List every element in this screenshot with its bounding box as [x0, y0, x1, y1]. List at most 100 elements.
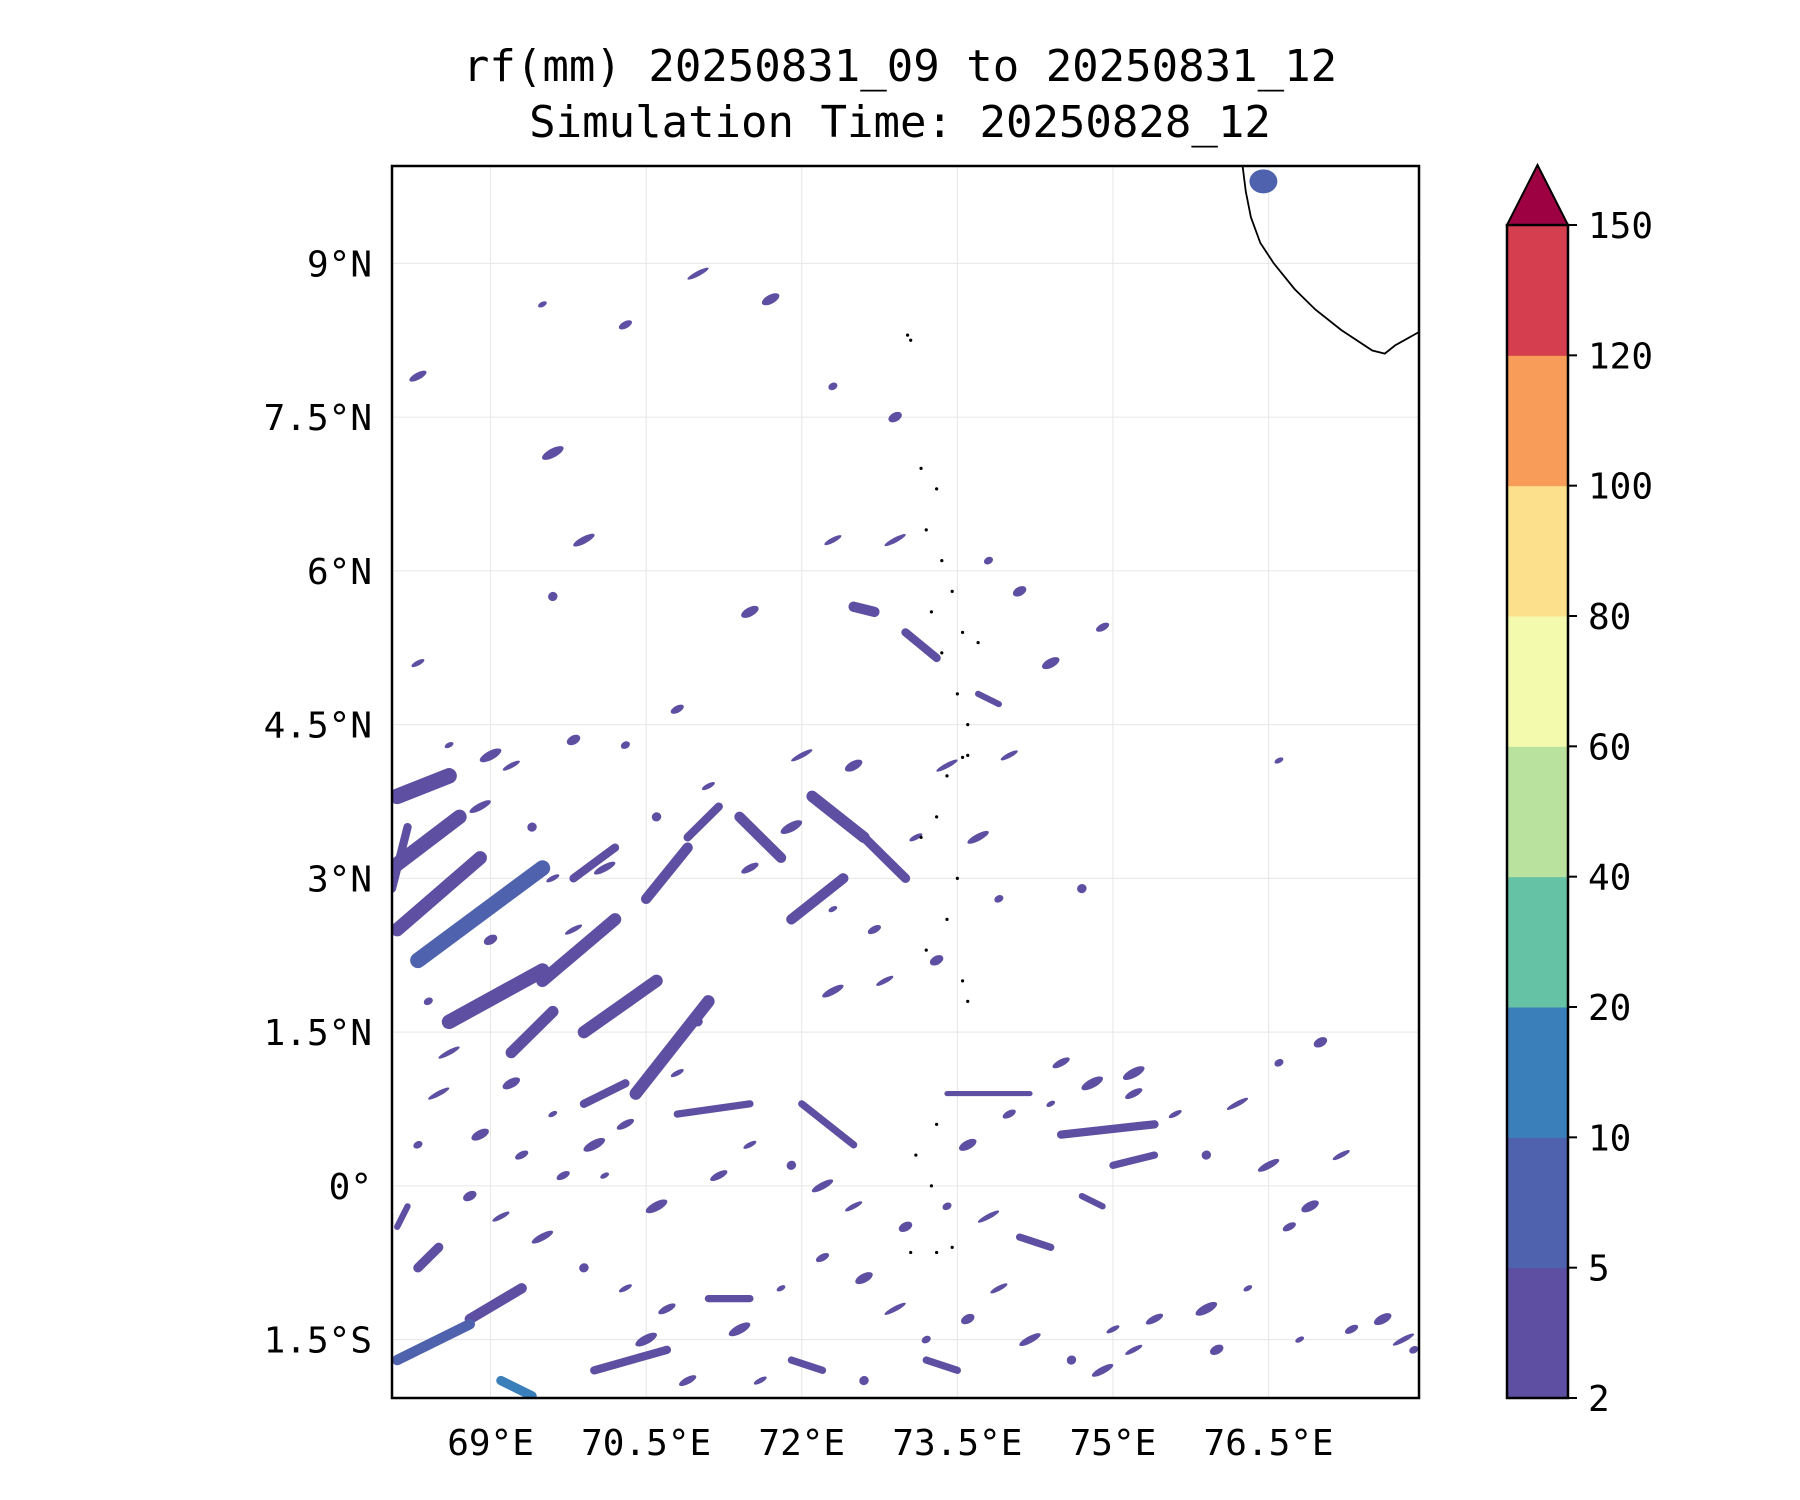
- colorbar-segment: [1507, 1007, 1568, 1138]
- colorbar-tick-label: 10: [1588, 1118, 1631, 1159]
- colorbar-segment: [1507, 225, 1568, 356]
- atoll-island: [940, 559, 944, 563]
- lon-tick-label: 76.5°E: [1204, 1423, 1334, 1464]
- colorbar-tick-label: 60: [1588, 727, 1631, 768]
- rain-cell: [961, 1313, 975, 1325]
- rain-band: [441, 963, 550, 1030]
- rain-cell: [780, 820, 803, 834]
- rain-cell: [411, 659, 425, 668]
- rain-cell: [1046, 1100, 1056, 1107]
- rain-cell: [844, 759, 863, 772]
- rain-cell: [1195, 1301, 1218, 1316]
- coastlines: [905, 166, 1419, 1255]
- rain-cell: [1295, 1336, 1305, 1343]
- rain-cell: [929, 955, 944, 966]
- lat-tick-label: 4.5°N: [264, 706, 372, 747]
- rain-cell: [909, 833, 923, 842]
- atoll-island: [905, 333, 910, 337]
- map-frame: [390, 164, 1421, 1400]
- rain-cell: [761, 293, 780, 306]
- rain-cell: [483, 934, 498, 946]
- atoll-island: [935, 487, 939, 491]
- atoll-island: [945, 774, 949, 778]
- rain-cell: [967, 830, 989, 844]
- rain-band: [848, 601, 880, 618]
- rain-cell: [728, 1322, 751, 1337]
- rain-cell: [566, 734, 581, 746]
- atoll-island: [924, 528, 928, 532]
- rain-cell: [1091, 1363, 1114, 1377]
- rain-cell: [1257, 1158, 1280, 1172]
- lon-tick-label: 75°E: [1070, 1423, 1157, 1464]
- rain-cell: [994, 895, 1004, 903]
- rain-band: [410, 860, 551, 969]
- rain-cell: [469, 800, 491, 814]
- rain-cell: [444, 741, 454, 749]
- rain-cell: [616, 1118, 635, 1130]
- rain-cell: [1019, 1333, 1041, 1347]
- rain-cell: [1274, 757, 1284, 764]
- colorbar: 2 5 10 20 40 60 80 100 120 150: [1505, 162, 1653, 1420]
- chart-title: rf(mm) 20250831_09 to 20250831_12: [462, 41, 1338, 92]
- atoll-island: [909, 338, 913, 342]
- india-coastline: [1241, 166, 1419, 355]
- rain-cell: [822, 984, 844, 998]
- colorbar-segment: [1507, 355, 1568, 487]
- rain-cell: [546, 874, 560, 883]
- rain-band: [464, 1283, 527, 1325]
- rain-cell: [463, 1190, 477, 1202]
- rain-cell: [413, 1141, 423, 1149]
- colorbar-tick-label: 80: [1588, 597, 1631, 638]
- rain-band: [569, 843, 620, 883]
- rain-cell: [1145, 1313, 1164, 1325]
- atoll-island: [960, 630, 965, 634]
- rain-cell: [670, 1069, 684, 1078]
- rain-cell: [618, 320, 632, 330]
- rain-cell: [1125, 1088, 1143, 1100]
- rain-band: [859, 832, 911, 884]
- rain-cell: [1125, 1344, 1143, 1355]
- rain-band: [392, 851, 487, 937]
- rain-cell: [828, 382, 838, 391]
- rain-cell: [515, 1150, 529, 1160]
- rain-cell: [791, 749, 813, 762]
- atoll-island: [960, 979, 965, 983]
- rain-band: [394, 1203, 411, 1230]
- atoll-island: [955, 876, 959, 880]
- rain-cell: [1345, 1324, 1359, 1334]
- rain-cell: [888, 411, 902, 423]
- rain-band: [392, 1319, 475, 1366]
- atoll-island: [950, 589, 954, 593]
- lat-tick-label: 6°N: [307, 552, 372, 593]
- atoll-island: [924, 948, 928, 952]
- rain-band: [673, 1100, 754, 1118]
- rain-band: [496, 1375, 537, 1398]
- rain-cell: [701, 782, 715, 791]
- rain-band: [787, 1356, 827, 1374]
- rain-cell: [479, 748, 502, 763]
- rain-band: [1078, 1192, 1106, 1210]
- rain-cell: [1392, 1333, 1415, 1346]
- lat-tick-label: 7.5°N: [264, 398, 372, 439]
- rain-cell: [687, 267, 709, 280]
- rain-cell: [1332, 1150, 1350, 1161]
- rain-cell: [658, 1303, 676, 1315]
- rain-cell: [502, 1077, 521, 1090]
- atoll-island: [945, 917, 949, 921]
- rain-band: [579, 1079, 630, 1108]
- atoll-island: [950, 1245, 954, 1249]
- lon-tick-label: 69°E: [447, 1423, 534, 1464]
- atoll-island: [919, 466, 923, 470]
- axis-ticks: 69°E 70.5°E 72°E 73.5°E 75°E 76.5°E 9°N 7.5°N 6°…: [264, 244, 1334, 1464]
- rain-cell: [1313, 1037, 1328, 1048]
- rain-cell: [423, 997, 433, 1006]
- rain-cell: [1226, 1097, 1249, 1110]
- rain-cell: [1373, 1313, 1392, 1326]
- rain-cell: [645, 1199, 668, 1214]
- rain-cell: [1201, 1150, 1212, 1160]
- lat-tick-label: 1.5°S: [264, 1321, 372, 1362]
- rain-cell: [1052, 1057, 1070, 1069]
- rain-band: [392, 822, 412, 893]
